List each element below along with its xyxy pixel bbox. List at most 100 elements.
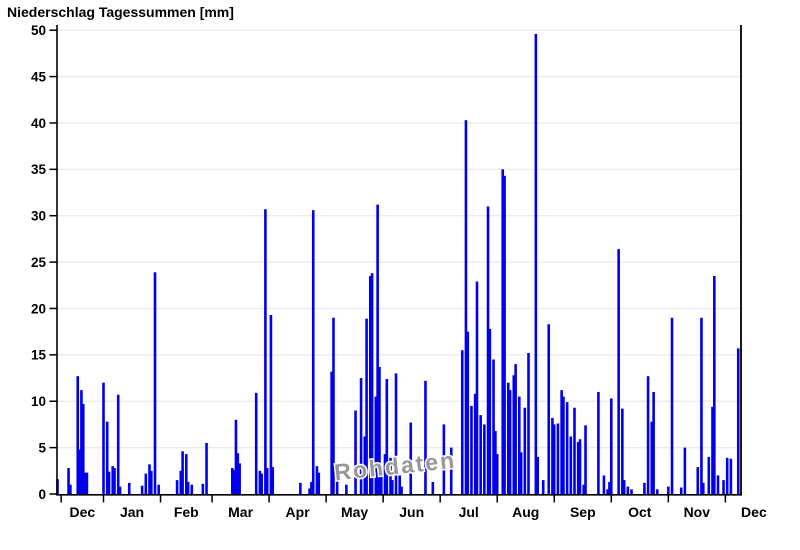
precipitation-bar	[69, 484, 72, 494]
month-label: Jul	[459, 504, 479, 520]
month-label: Sep	[570, 504, 596, 520]
precipitation-bar	[622, 480, 626, 494]
month-label: Jan	[120, 504, 144, 520]
y-tick-label: 10	[31, 394, 46, 409]
precipitation-bar	[127, 482, 131, 494]
precipitation-bar	[380, 466, 383, 494]
precipitation-bar	[308, 488, 311, 494]
precipitation-bar	[495, 454, 499, 494]
y-tick-label: 35	[31, 162, 47, 177]
y-tick-label: 25	[31, 255, 47, 270]
precipitation-bar	[725, 457, 729, 494]
precipitation-bar	[488, 328, 492, 494]
precipitation-bar	[400, 486, 403, 494]
precipitation-bar	[552, 424, 556, 494]
precipitation-bar	[260, 473, 264, 494]
y-tick-label: 15	[31, 348, 47, 363]
precipitation-bar	[118, 486, 122, 494]
precipitation-bar	[378, 366, 381, 494]
precipitation-bar	[442, 424, 446, 494]
precipitation-bar	[238, 463, 241, 494]
precipitation-bar	[527, 353, 530, 494]
precipitation-bar	[236, 453, 240, 494]
precipitation-bar	[345, 484, 348, 494]
precipitation-bar	[385, 378, 389, 494]
precipitation-bar	[363, 436, 367, 494]
month-label: Nov	[684, 504, 711, 520]
precipitation-bar	[83, 472, 87, 494]
precipitation-bar	[234, 419, 238, 494]
precipitation-bar	[597, 391, 600, 494]
precipitation-bar	[536, 456, 539, 494]
precipitation-bar	[80, 390, 83, 494]
precipitation-bar	[205, 442, 208, 494]
precipitation-bar	[258, 470, 262, 494]
precipitation-bar	[483, 424, 486, 494]
precipitation-bar	[573, 407, 576, 494]
precipitation-bar	[609, 398, 613, 494]
precipitation-bar	[359, 378, 363, 494]
precipitation-bar	[556, 423, 560, 494]
precipitation-bar	[332, 317, 335, 494]
precipitation-bar	[365, 318, 368, 494]
y-tick-label: 50	[31, 23, 46, 38]
precipitation-bar	[190, 484, 194, 494]
y-tick-label: 40	[31, 116, 46, 131]
precipitation-bar	[374, 396, 378, 494]
precipitation-bar	[646, 376, 650, 494]
precipitation-bar	[602, 475, 606, 494]
precipitation-bar	[201, 483, 205, 494]
y-tick-label: 0	[38, 487, 46, 502]
precipitation-bar	[670, 317, 674, 494]
month-label: Jun	[399, 504, 424, 520]
precipitation-bar	[518, 396, 521, 494]
precipitation-bar	[650, 421, 654, 494]
precipitation-bar	[269, 314, 273, 494]
precipitation-bar	[175, 480, 179, 494]
precipitation-bar	[541, 480, 545, 494]
precipitation-bar	[78, 449, 81, 494]
precipitation-bar	[494, 430, 497, 494]
precipitation-bar	[707, 456, 711, 494]
precipitation-bar	[716, 475, 720, 494]
precipitation-bar	[562, 396, 565, 494]
precipitation-bar	[569, 436, 573, 494]
month-label: Dec	[741, 504, 767, 520]
precipitation-bar	[181, 451, 184, 494]
precipitation-bar	[232, 469, 236, 494]
precipitation-bar	[560, 390, 563, 494]
precipitation-bar	[464, 120, 468, 495]
precipitation-bar	[506, 382, 510, 494]
precipitation-bar	[701, 482, 705, 494]
precipitation-bar	[330, 371, 333, 494]
precipitation-bar	[81, 404, 85, 494]
precipitation-bar	[584, 425, 587, 494]
precipitation-bar	[713, 276, 716, 494]
precipitation-bar	[547, 324, 551, 494]
month-label: Aug	[512, 504, 539, 520]
precipitation-bar	[582, 484, 585, 494]
precipitation-bar	[519, 452, 523, 494]
precipitation-bar	[311, 210, 315, 494]
precipitation-bar	[391, 480, 394, 494]
y-tick-label: 45	[31, 69, 47, 84]
precipitation-bar	[254, 392, 258, 494]
precipitation-bar	[116, 394, 120, 494]
precipitation-bar	[431, 481, 435, 494]
precipitation-bar	[667, 486, 670, 494]
precipitation-bar	[512, 375, 516, 494]
precipitation-bar	[368, 276, 372, 494]
precipitation-bar	[157, 484, 160, 494]
precipitation-bar	[370, 273, 374, 494]
precipitation-bar	[299, 482, 302, 494]
precipitation-bar	[729, 458, 733, 494]
precipitation-bar	[424, 380, 427, 494]
precipitation-bar	[102, 382, 105, 494]
precipitation-bar	[67, 468, 70, 494]
month-label: Feb	[174, 504, 199, 520]
precipitation-bar	[394, 373, 398, 494]
precipitation-bar	[317, 472, 321, 494]
precipitation-bar	[315, 466, 319, 494]
precipitation-bar	[398, 475, 402, 494]
